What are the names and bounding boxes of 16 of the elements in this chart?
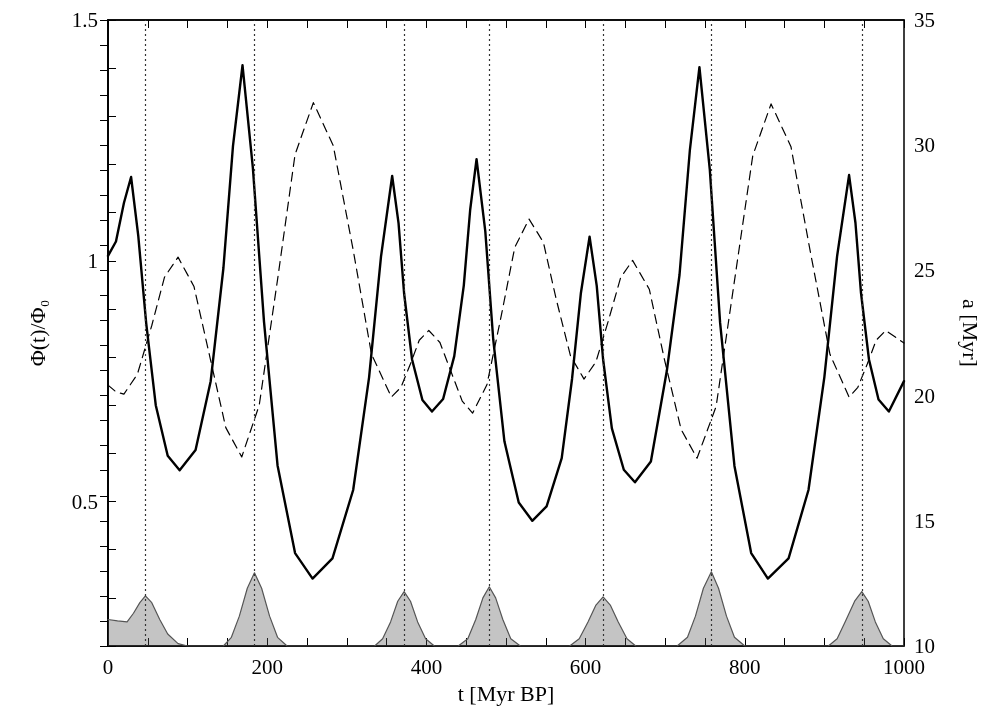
x-tick-label: 200 [251,654,283,679]
y-tick-label: 0.5 [71,489,98,514]
x-tick-label: 400 [410,654,443,679]
x-tick-label: 0 [102,654,114,679]
x-tick-label: 800 [729,654,761,679]
y2-tick-label: 25 [914,258,935,283]
y2-tick-label: 35 [914,8,935,32]
y-tick-label: 1 [87,248,98,273]
x-tick-label: 600 [569,654,602,679]
y2-tick-label: 20 [914,383,935,408]
y2-tick-label: 30 [914,133,935,158]
y-axis-title: Φ(t)/Φ₀ [24,299,50,367]
y-tick-label: 1.5 [71,8,98,32]
y2-tick-label: 15 [914,508,935,533]
y2-axis-title: a [Myr] [957,299,983,367]
x-axis-title: t [Myr BP] [457,680,555,706]
